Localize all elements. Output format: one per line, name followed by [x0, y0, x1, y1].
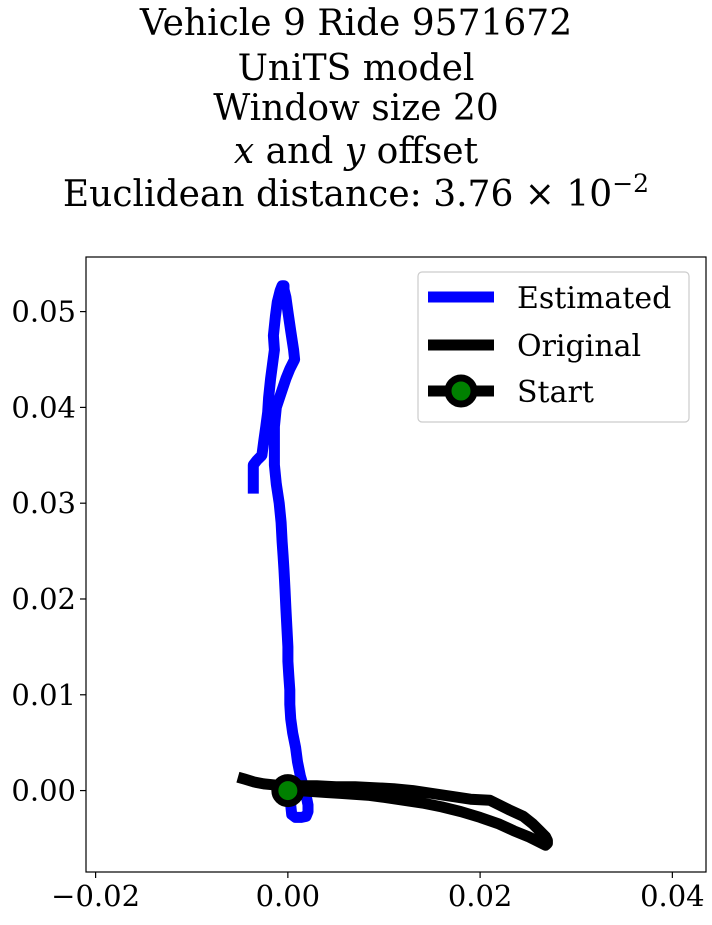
title-line-3: Window size 20: [213, 88, 499, 129]
y-axis: 0.00 0.01 0.02 0.03 0.04 0.05: [11, 295, 86, 808]
title-line-1: Vehicle 9 Ride 9571672: [139, 3, 572, 44]
legend: Estimated Original Start: [417, 271, 690, 423]
x-tick-label: −0.02: [51, 879, 140, 913]
y-tick-label: 0.04: [11, 390, 76, 424]
start-point-marker: [271, 774, 305, 808]
legend-label-estimated: Estimated: [517, 281, 671, 316]
legend-box: [417, 271, 690, 423]
legend-label-original: Original: [517, 329, 641, 364]
title-line-4: x and y offset: [234, 131, 479, 172]
series-group: [236, 280, 553, 851]
title-line-2: UniTS model: [238, 48, 475, 89]
series-original-line: [236, 771, 553, 851]
y-tick-label: 0.05: [11, 295, 76, 329]
y-tick-label: 0.01: [11, 678, 76, 712]
legend-start-marker: [444, 374, 478, 408]
x-tick-label: 0.00: [256, 879, 321, 913]
title-line-5: Euclidean distance: 3.76 × 10−2: [63, 169, 649, 216]
x-axis: −0.02 0.00 0.02 0.04: [51, 872, 705, 913]
y-tick-label: 0.00: [11, 774, 76, 808]
x-tick-label: 0.04: [640, 879, 705, 913]
y-tick-label: 0.02: [11, 582, 76, 616]
y-tick-label: 0.03: [11, 486, 76, 520]
series-estimated-line: [247, 280, 314, 823]
legend-label-start: Start: [517, 375, 594, 410]
x-tick-label: 0.02: [448, 879, 513, 913]
plot-area-frame: [85, 256, 707, 873]
